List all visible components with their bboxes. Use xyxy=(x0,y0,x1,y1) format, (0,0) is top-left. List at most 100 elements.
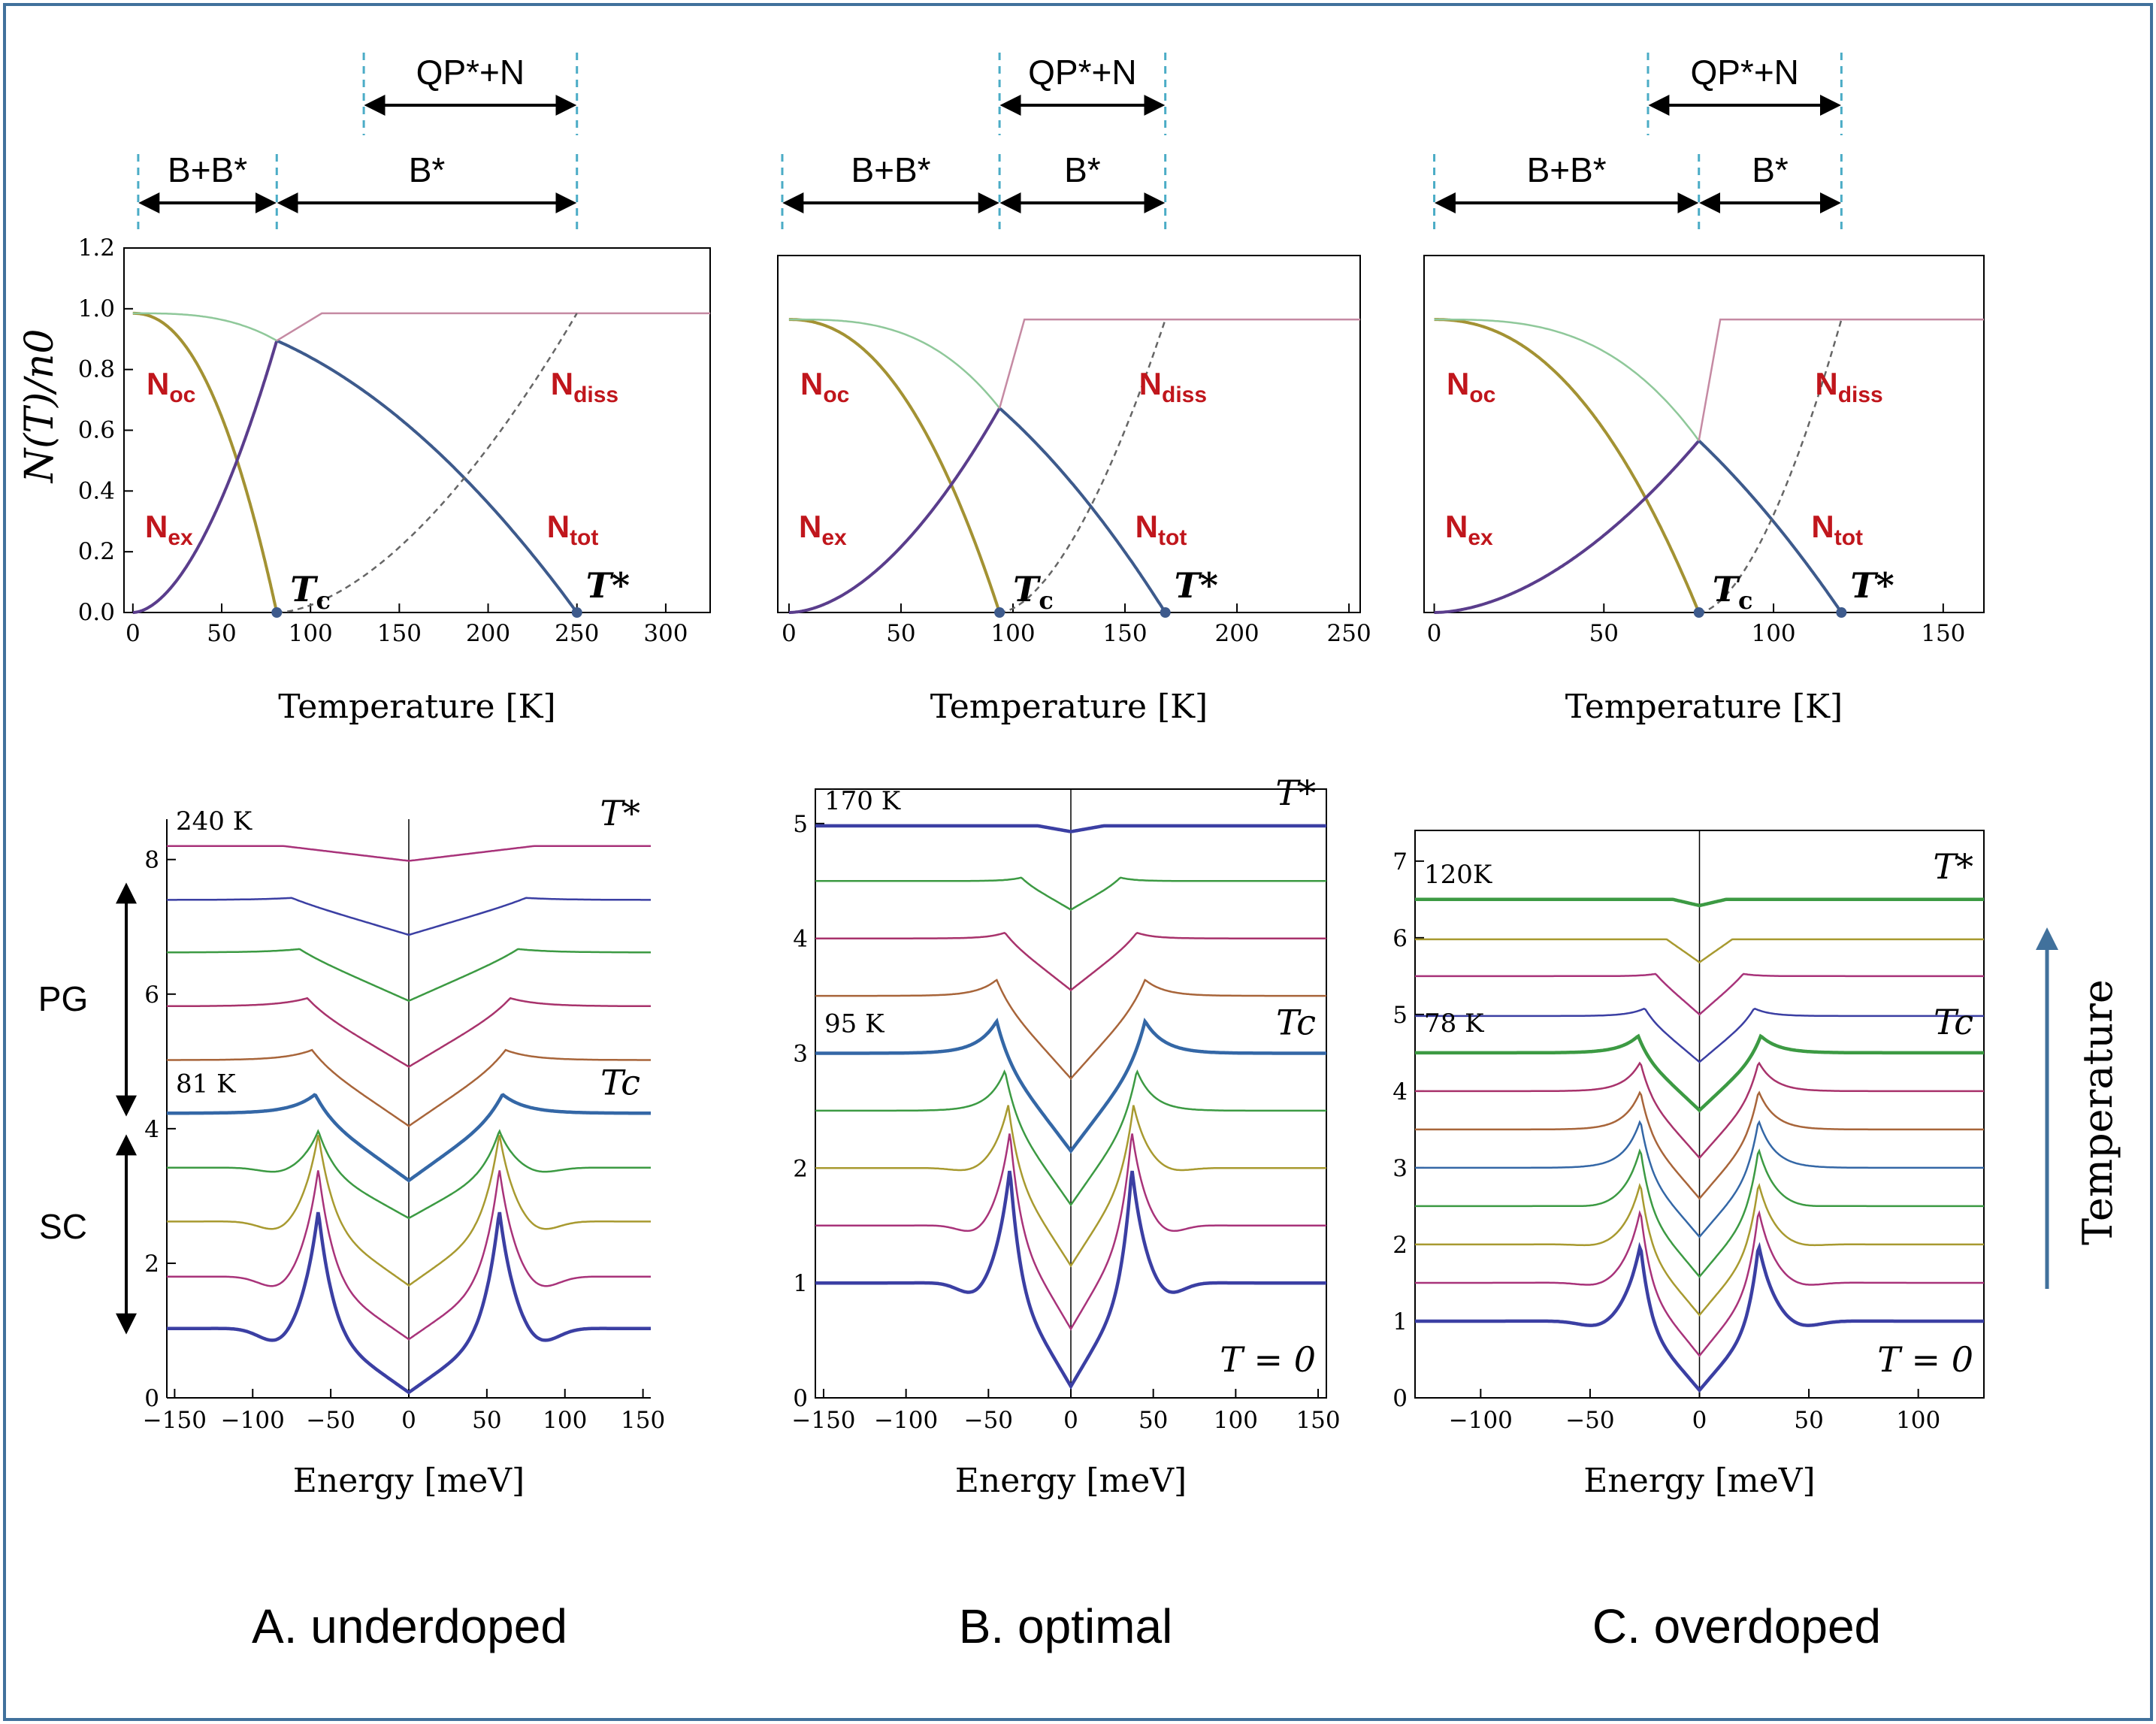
x-tick-label: 200 xyxy=(1214,620,1259,647)
n-tot-curve xyxy=(1698,439,1843,614)
qp-range-label: QP*+N xyxy=(1690,53,1798,92)
n-oc-label: Noc xyxy=(147,366,195,407)
n-tot-curve xyxy=(276,339,579,614)
top-temperature-label: 240 K xyxy=(176,806,252,836)
x-tick-label: 0 xyxy=(401,1407,416,1434)
t-zero-label: T = 0 xyxy=(1877,1339,1973,1380)
x-tick-label: 0 xyxy=(125,620,141,647)
y-tick-label: 3 xyxy=(1392,1155,1408,1182)
x-tick-label: 150 xyxy=(377,620,422,647)
y-tick-label: 1.0 xyxy=(78,295,115,322)
spectrum-curve xyxy=(167,1135,651,1287)
x-tick-label: 200 xyxy=(466,620,510,647)
n-ex-label: Nex xyxy=(799,509,847,550)
b-range-label: B* xyxy=(1064,150,1101,189)
y-tick-label: 5 xyxy=(1392,1002,1408,1029)
y-axis-label: N(T)/n0 xyxy=(17,329,62,485)
spectrum-curve xyxy=(167,948,651,1003)
temp-plot-frame xyxy=(777,255,1361,613)
tstar-marker xyxy=(1160,607,1171,618)
spectrum-curve xyxy=(167,997,651,1068)
spectrum-curve xyxy=(1415,1007,1984,1063)
n-plateau-pink xyxy=(276,312,710,342)
n-ex-label: Nex xyxy=(145,509,193,550)
tc-marker xyxy=(994,607,1005,618)
tc-marker xyxy=(271,607,283,618)
y-tick-label: 0 xyxy=(1392,1385,1408,1412)
spectrum-curve xyxy=(1415,972,1984,1016)
n-oc-label: Noc xyxy=(800,366,849,407)
spectrum-curve xyxy=(1415,897,1984,908)
caption-b: B. optimal xyxy=(959,1599,1173,1653)
x-tick-label: 100 xyxy=(1896,1407,1940,1434)
tstar-spectrum-label: T* xyxy=(600,793,640,833)
caption-c: C. overdoped xyxy=(1592,1599,1881,1653)
n-oc-label: Noc xyxy=(1447,366,1495,407)
y-tick-label: 7 xyxy=(1392,848,1408,876)
tc-spectrum-label: Tc xyxy=(1276,1003,1316,1043)
n-tot-label: Ntot xyxy=(547,509,599,550)
y-tick-label: 1.2 xyxy=(78,234,115,262)
spectrum-curve xyxy=(167,845,651,862)
spectrum-curve xyxy=(167,1129,651,1220)
n-diss-curve xyxy=(1698,319,1843,614)
x-tick-label: −50 xyxy=(1565,1407,1614,1434)
n-ex-curve xyxy=(1434,440,1701,614)
y-tick-label: 2 xyxy=(793,1155,808,1182)
y-tick-label: 0.4 xyxy=(78,477,115,504)
spectrum-curve xyxy=(167,897,651,936)
x-tick-label: 150 xyxy=(621,1407,665,1434)
top-temperature-label: 120K xyxy=(1424,860,1492,890)
spectrum-curve xyxy=(1415,1148,1984,1278)
spectrum-curve xyxy=(1415,1182,1984,1317)
x-tick-label: 100 xyxy=(990,620,1035,647)
spectrum-curve xyxy=(1415,1242,1984,1393)
x-tick-label: 150 xyxy=(1296,1407,1340,1434)
n-diss-label: Ndiss xyxy=(1139,366,1207,407)
x-tick-label: −150 xyxy=(791,1407,855,1434)
x-axis-label: Energy [meV] xyxy=(955,1462,1187,1500)
top-temperature-label: 170 K xyxy=(824,786,901,816)
y-tick-label: 1 xyxy=(1392,1308,1408,1335)
y-tick-label: 4 xyxy=(1392,1078,1408,1105)
x-tick-label: −100 xyxy=(221,1407,285,1434)
y-tick-label: 2 xyxy=(1392,1232,1408,1259)
outer-frame xyxy=(3,3,2153,1721)
x-tick-label: 150 xyxy=(1102,620,1147,647)
n-tot-label: Ntot xyxy=(1811,509,1863,550)
y-tick-label: 4 xyxy=(793,926,808,953)
tstar-label: T* xyxy=(586,565,630,606)
x-axis-label: Energy [meV] xyxy=(1583,1462,1815,1500)
pg-label: PG xyxy=(38,979,88,1018)
spectrum-curve xyxy=(167,1048,651,1127)
tstar-label: T* xyxy=(1850,565,1894,606)
x-axis-label: Temperature [K] xyxy=(278,688,555,726)
bb-range-label: B+B* xyxy=(1527,150,1607,189)
n-plateau-green xyxy=(1434,318,1700,442)
y-tick-label: 0.8 xyxy=(78,356,115,383)
x-tick-label: −50 xyxy=(964,1407,1013,1434)
y-tick-label: 1 xyxy=(793,1270,808,1297)
qp-range-label: QP*+N xyxy=(416,53,525,92)
bb-range-label: B+B* xyxy=(168,150,247,189)
x-tick-label: 100 xyxy=(289,620,333,647)
x-tick-label: 50 xyxy=(1138,1407,1168,1434)
tstar-spectrum-label: T* xyxy=(1275,773,1316,813)
n-oc-curve xyxy=(1434,318,1701,613)
x-tick-label: 0 xyxy=(782,620,797,647)
y-tick-label: 3 xyxy=(793,1041,808,1068)
qp-range-label: QP*+N xyxy=(1028,53,1136,92)
x-tick-label: −100 xyxy=(874,1407,938,1434)
y-tick-label: 8 xyxy=(144,847,159,874)
n-ex-curve xyxy=(132,340,279,614)
b-range-label: B* xyxy=(409,150,446,189)
x-tick-label: 100 xyxy=(543,1407,587,1434)
tstar-marker xyxy=(571,607,582,618)
tc-label: Tc xyxy=(1013,569,1054,615)
spectrum-curve xyxy=(1415,1120,1984,1239)
spectrum-curve xyxy=(1415,1090,1984,1200)
b-range-label: B* xyxy=(1752,150,1789,189)
x-axis-label: Temperature [K] xyxy=(1565,688,1843,726)
x-tick-label: 250 xyxy=(1327,620,1371,647)
